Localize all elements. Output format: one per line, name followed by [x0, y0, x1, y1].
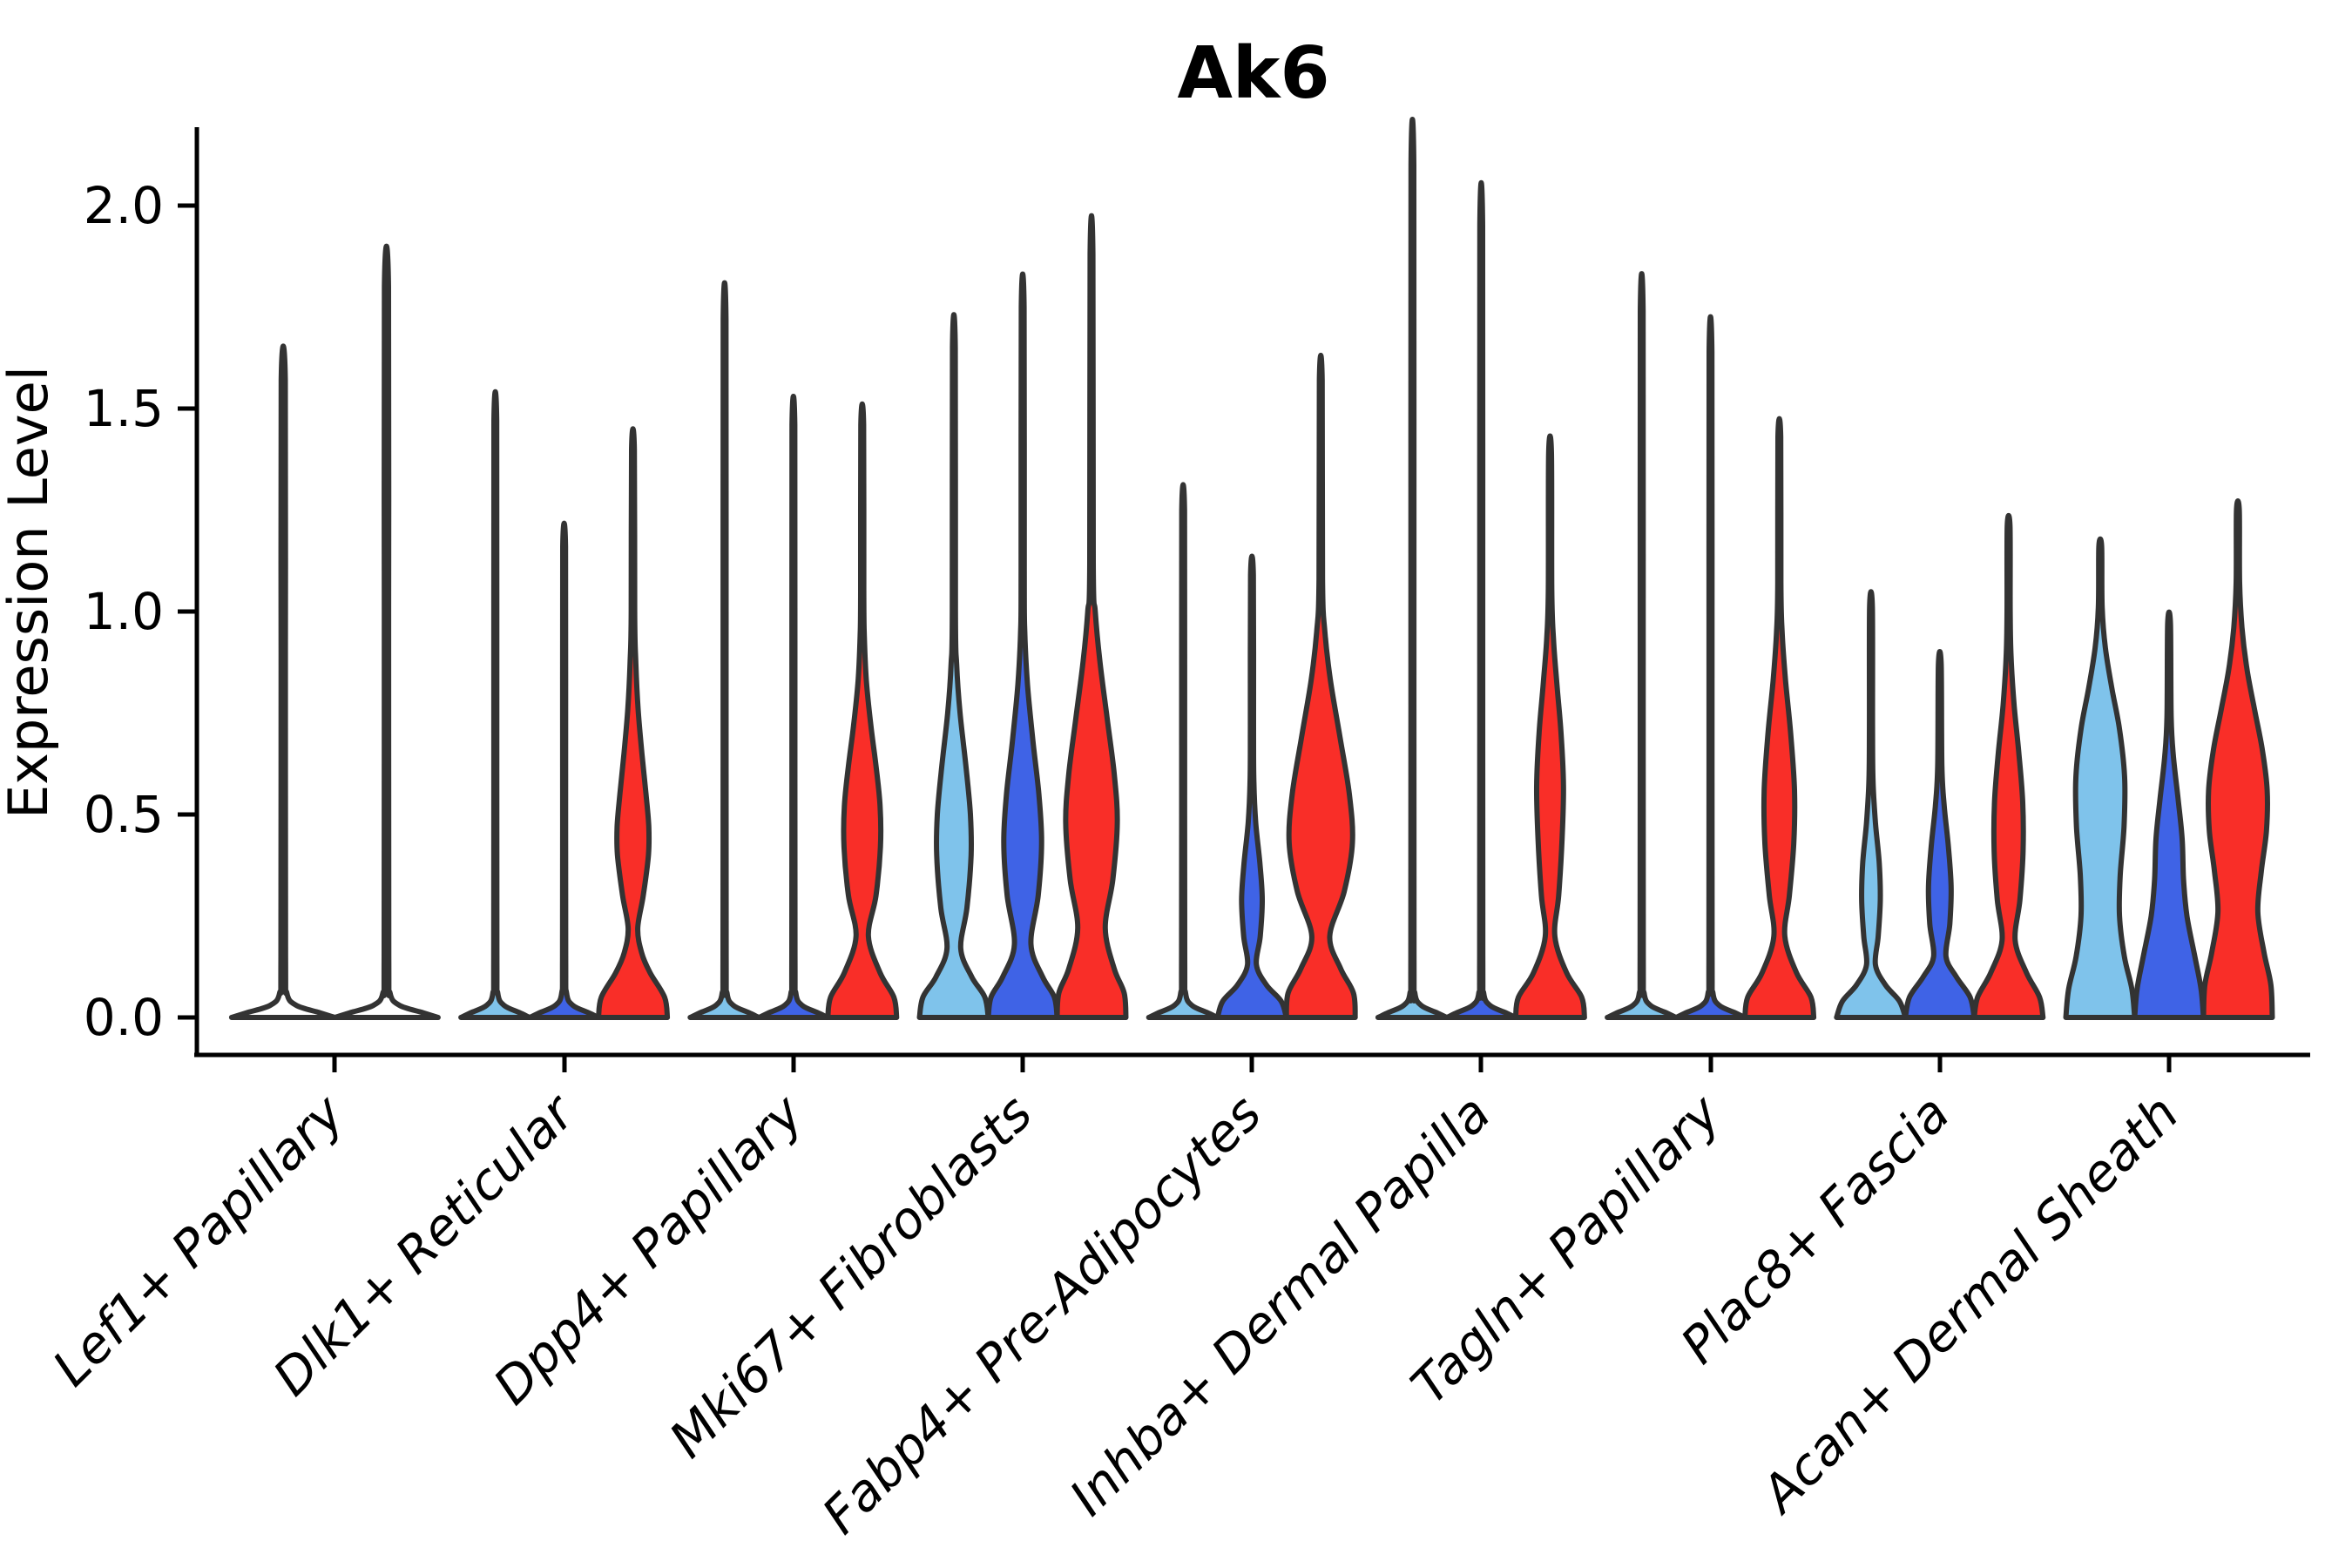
violin-dlk1-reticular-red — [596, 426, 671, 1020]
violin-mki67-fibroblasts-red — [1054, 213, 1129, 1020]
violin-plac8-fascia-red — [1971, 512, 2046, 1020]
y-tick-label: 1.0 — [84, 582, 164, 641]
violin-lef1-papillary-none — [332, 243, 441, 1020]
y-axis-ticks — [178, 203, 197, 1020]
violin-plac8-fascia-light_blue — [1834, 589, 1909, 1020]
x-tick-label-acan-dermal-sheath: Acan+ Dermal Sheath — [1747, 1084, 2190, 1526]
violin-acan-dermal-sheath-dark_blue — [2132, 609, 2207, 1020]
violin-fabp4-pre-adipocytes-red — [1283, 353, 1358, 1020]
violin-inhba-dermal-papilla-red — [1512, 433, 1587, 1020]
violin-dpp4-papillary-dark_blue — [756, 393, 831, 1020]
violin-dpp4-papillary-light_blue — [687, 280, 762, 1020]
violin-fabp4-pre-adipocytes-light_blue — [1146, 482, 1220, 1020]
x-tick-label-fabp4-pre-adipocytes: Fabp4+ Pre-Adipocytes — [811, 1084, 1273, 1545]
violin-dlk1-reticular-light_blue — [458, 389, 533, 1020]
y-tick-label: 0.5 — [84, 785, 164, 844]
violin-mki67-fibroblasts-dark_blue — [985, 271, 1060, 1020]
violin-acan-dermal-sheath-red — [2200, 498, 2275, 1020]
y-axis-label: Expression Level — [0, 366, 60, 819]
violin-fabp4-pre-adipocytes-dark_blue — [1214, 553, 1289, 1020]
violin-inhba-dermal-papilla-light_blue — [1375, 116, 1450, 1020]
x-axis-ticks — [332, 1055, 2172, 1072]
violin-acan-dermal-sheath-light_blue — [2063, 536, 2138, 1020]
chart-title: Ak6 — [1177, 32, 1329, 115]
violin-tagln-papillary-dark_blue — [1673, 314, 1748, 1020]
y-tick-label: 1.5 — [84, 379, 164, 438]
violins-layer — [228, 116, 2275, 1020]
y-tick-label: 2.0 — [84, 176, 164, 235]
y-tick-label: 0.0 — [84, 988, 164, 1047]
violin-tagln-papillary-red — [1742, 416, 1817, 1020]
violin-dpp4-papillary-red — [825, 402, 900, 1020]
violin-mki67-fibroblasts-light_blue — [916, 312, 991, 1020]
x-tick-label-inhba-dermal-papilla: Inhba+ Dermal Papilla — [1058, 1084, 1502, 1527]
x-axis-tick-labels: Lef1+ Papillary Dlk1+ Reticular Dpp4+ Pa… — [41, 1082, 2189, 1545]
violin-tagln-papillary-light_blue — [1605, 271, 1680, 1020]
y-axis-tick-labels: 2.0 1.5 1.0 0.5 0.0 — [84, 176, 164, 1047]
violin-plac8-fascia-dark_blue — [1903, 649, 1977, 1020]
violin-lef1-papillary-none — [228, 343, 338, 1020]
violin-dlk1-reticular-dark_blue — [527, 520, 602, 1020]
violin-inhba-dermal-papilla-dark_blue — [1443, 179, 1518, 1020]
